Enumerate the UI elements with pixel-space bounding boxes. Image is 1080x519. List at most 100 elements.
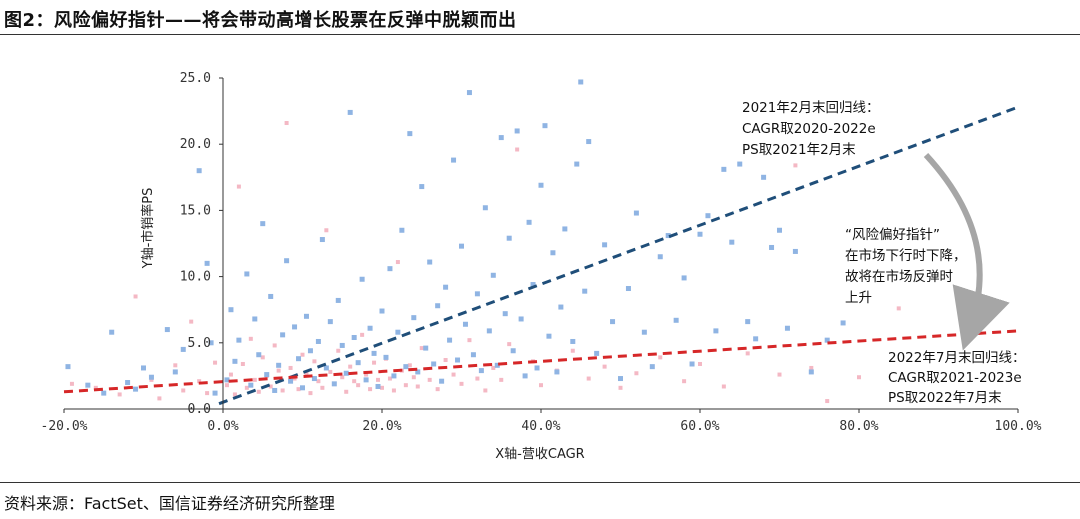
annotation-line: CAGR取2021-2023e [888, 370, 1022, 386]
point-2021 [582, 288, 588, 294]
page-title: 图2：风险偏好指针——将会带动高增长股票在反弹中脱颖而出 [4, 10, 517, 31]
regression-line-2022 [63, 329, 1019, 394]
point-2021 [625, 286, 631, 292]
point-2022 [364, 372, 369, 377]
y-tick-label: 5.0 [188, 336, 211, 351]
point-2022 [777, 372, 782, 377]
point-2022 [276, 368, 281, 373]
point-2021 [315, 338, 321, 344]
point-2021 [721, 166, 727, 172]
point-2021 [459, 243, 464, 249]
point-2021 [713, 328, 719, 334]
point-2022 [336, 348, 341, 353]
point-2022 [69, 381, 74, 386]
point-2022 [284, 121, 289, 126]
point-2022 [658, 355, 663, 360]
point-2022 [745, 351, 750, 356]
title-rule [0, 34, 1080, 35]
point-2021 [260, 221, 266, 227]
annotation-line: 上升 [845, 290, 872, 306]
point-2021 [375, 383, 381, 389]
point-2022 [451, 372, 456, 377]
point-2021 [784, 325, 790, 331]
point-2021 [455, 357, 461, 363]
point-2021 [558, 304, 564, 310]
point-2021 [272, 387, 278, 393]
point-2021 [538, 182, 544, 188]
point-2021 [498, 135, 504, 141]
annotation-line: 在市场下行时下降， [845, 247, 967, 264]
point-2021 [435, 303, 441, 309]
point-2021 [502, 311, 508, 317]
points-layer [65, 79, 965, 404]
point-2021 [204, 260, 210, 266]
point-2021 [482, 205, 488, 211]
point-2022 [236, 184, 241, 189]
point-2022 [328, 369, 333, 374]
point-2021 [959, 293, 965, 299]
point-2022 [252, 377, 257, 382]
point-2021 [280, 332, 286, 338]
point-2021 [462, 321, 468, 327]
regression-lines [63, 105, 1019, 406]
point-2021 [486, 328, 492, 334]
point-2022 [316, 379, 321, 384]
point-2022 [380, 385, 384, 390]
point-2022 [467, 338, 472, 343]
point-2022 [403, 383, 408, 388]
point-2022 [256, 389, 261, 394]
point-2022 [133, 294, 138, 299]
point-2022 [240, 361, 245, 366]
point-2022 [459, 381, 464, 386]
point-2021 [641, 329, 647, 335]
point-2021 [303, 313, 309, 319]
point-2021 [681, 275, 687, 281]
point-2021 [335, 297, 341, 303]
point-2022 [391, 388, 396, 393]
y-axis-label: Y轴-市销率PS [140, 188, 156, 270]
point-2021 [367, 325, 373, 331]
point-2021 [109, 329, 115, 335]
point-2021 [415, 369, 421, 375]
point-2021 [133, 386, 139, 392]
regression-line-2021 [218, 105, 1019, 406]
curved-arrow-icon [923, 152, 1010, 351]
point-2021 [148, 374, 154, 380]
point-2021 [323, 365, 329, 371]
y-tick-label: 10.0 [180, 270, 211, 285]
point-2022 [415, 384, 420, 389]
point-2022 [618, 385, 623, 390]
point-2022 [352, 379, 357, 384]
point-2021 [494, 362, 500, 368]
point-2021 [769, 244, 775, 250]
point-2022 [93, 385, 98, 390]
point-2022 [189, 319, 194, 324]
point-2021 [761, 174, 767, 180]
point-2021 [602, 242, 608, 248]
point-2022 [427, 377, 432, 382]
point-2022 [157, 396, 162, 401]
annotation-line: 2021年2月末回归线： [742, 99, 879, 116]
point-2021 [697, 231, 703, 237]
x-axis-label: X轴-营收CAGR [495, 447, 584, 462]
point-2022 [300, 352, 305, 357]
point-2021 [296, 356, 302, 362]
point-2022 [205, 391, 210, 396]
point-2022 [232, 392, 237, 397]
point-2022 [570, 348, 575, 353]
point-2022 [368, 387, 373, 392]
point-2021 [244, 271, 250, 277]
point-2021 [65, 364, 71, 370]
point-2022 [340, 375, 345, 380]
point-2022 [435, 387, 440, 392]
point-2021 [339, 342, 345, 348]
point-2022 [376, 377, 381, 382]
point-2021 [578, 79, 584, 85]
annotation-line: 2022年7月末回归线： [888, 349, 1025, 366]
point-2021 [355, 360, 361, 366]
point-2021 [510, 348, 516, 354]
point-2021 [618, 376, 623, 382]
point-2021 [633, 210, 639, 216]
point-2022 [539, 383, 543, 388]
